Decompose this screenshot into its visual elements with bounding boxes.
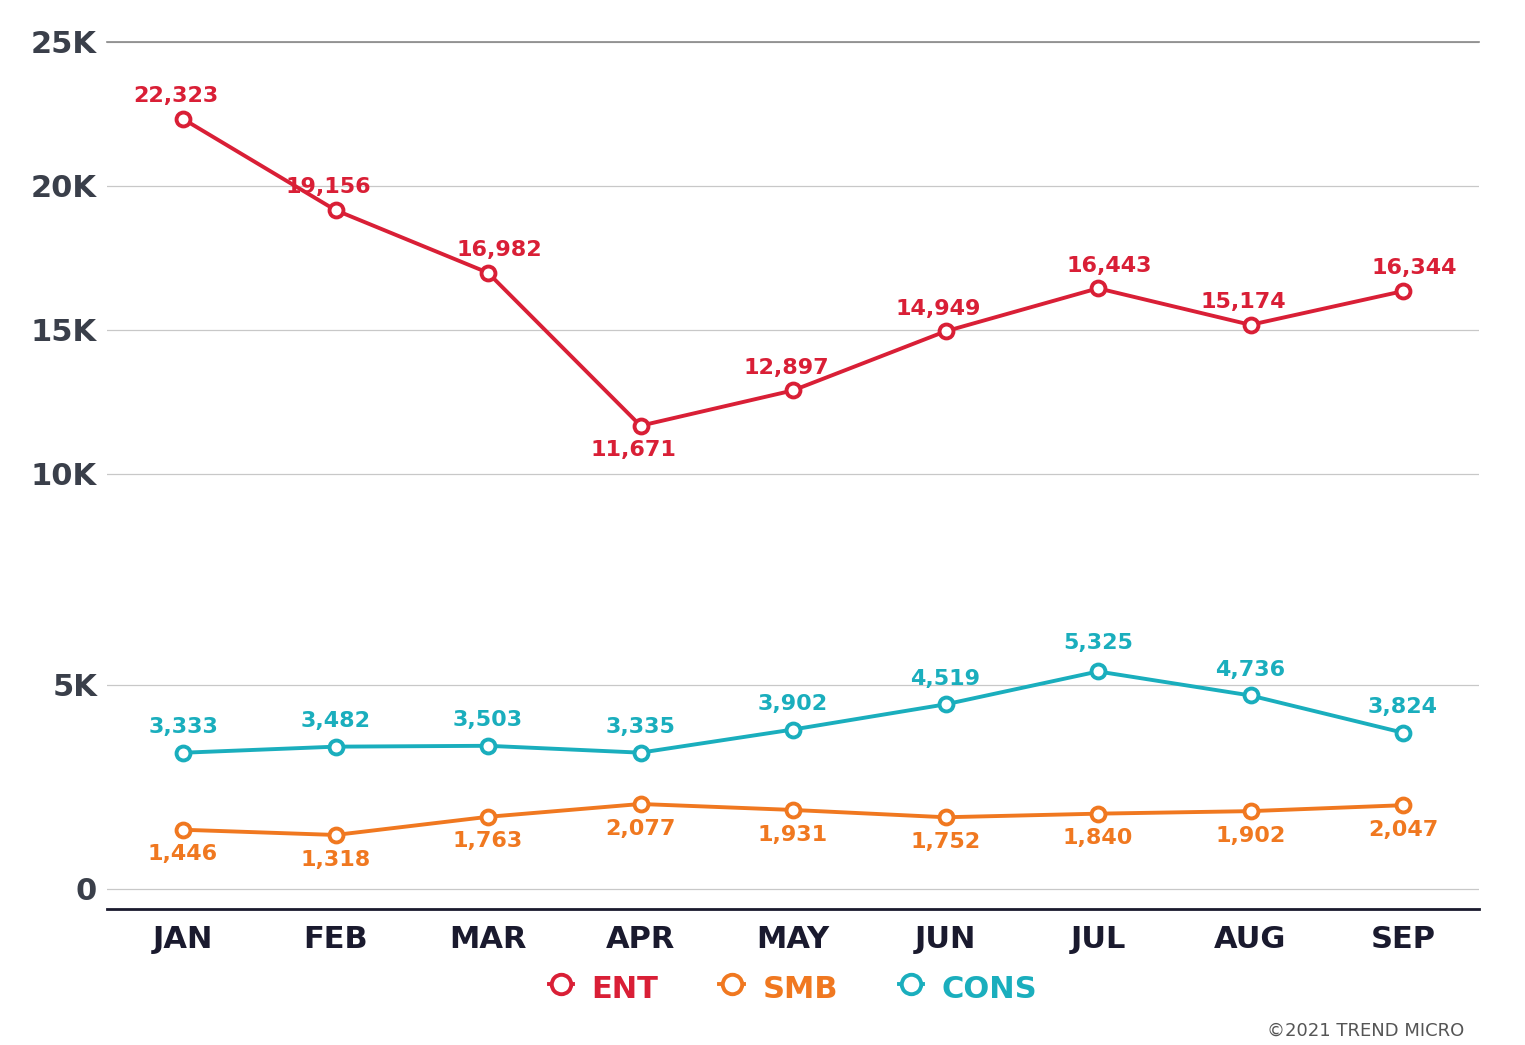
Text: ©2021 TREND MICRO: ©2021 TREND MICRO — [1267, 1022, 1464, 1040]
Text: 4,519: 4,519 — [910, 669, 981, 689]
Text: 12,897: 12,897 — [743, 357, 830, 377]
Text: 16,443: 16,443 — [1066, 256, 1151, 276]
Text: 1,752: 1,752 — [910, 832, 981, 852]
Text: 1,931: 1,931 — [758, 825, 828, 844]
Text: 22,323: 22,323 — [133, 87, 218, 107]
Text: 4,736: 4,736 — [1215, 660, 1286, 680]
Text: 2,047: 2,047 — [1368, 819, 1438, 840]
Text: 3,335: 3,335 — [605, 717, 676, 737]
Text: 1,840: 1,840 — [1063, 829, 1133, 849]
Text: 14,949: 14,949 — [895, 299, 981, 319]
Text: 1,763: 1,763 — [453, 832, 523, 852]
Text: 1,446: 1,446 — [148, 844, 218, 864]
Text: 3,902: 3,902 — [758, 694, 828, 714]
Text: 19,156: 19,156 — [285, 178, 372, 198]
Text: 3,482: 3,482 — [300, 712, 371, 732]
Text: 3,824: 3,824 — [1368, 697, 1438, 717]
Text: 11,671: 11,671 — [590, 440, 677, 460]
Legend: ENT, SMB, CONS: ENT, SMB, CONS — [537, 957, 1049, 1019]
Text: 1,902: 1,902 — [1215, 826, 1286, 845]
Text: 15,174: 15,174 — [1200, 293, 1287, 312]
Text: 16,982: 16,982 — [456, 240, 541, 260]
Text: 16,344: 16,344 — [1371, 258, 1456, 278]
Text: 1,318: 1,318 — [300, 850, 371, 869]
Text: 2,077: 2,077 — [605, 818, 676, 838]
Text: 3,333: 3,333 — [148, 717, 218, 738]
Text: 5,325: 5,325 — [1063, 633, 1133, 653]
Text: 3,503: 3,503 — [453, 711, 523, 730]
